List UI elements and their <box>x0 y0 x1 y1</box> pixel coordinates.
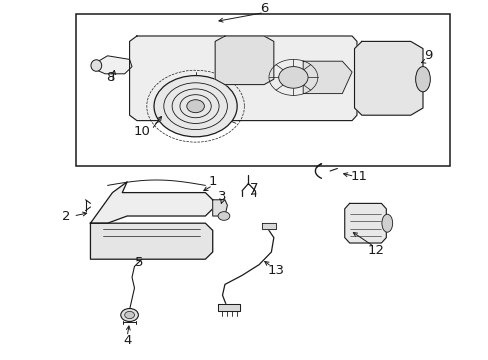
Polygon shape <box>90 223 212 259</box>
Circle shape <box>218 212 229 220</box>
Polygon shape <box>354 41 422 115</box>
Text: 11: 11 <box>350 170 367 183</box>
Circle shape <box>154 76 237 137</box>
Text: 6: 6 <box>259 3 268 15</box>
Text: 2: 2 <box>61 210 70 222</box>
Polygon shape <box>93 56 132 74</box>
Ellipse shape <box>415 67 429 92</box>
Polygon shape <box>212 200 227 216</box>
Circle shape <box>186 100 204 113</box>
Polygon shape <box>90 182 212 223</box>
Text: 4: 4 <box>122 334 131 347</box>
Text: 1: 1 <box>208 175 217 188</box>
Text: 13: 13 <box>267 264 284 276</box>
Polygon shape <box>217 304 239 311</box>
Circle shape <box>124 311 134 319</box>
Text: 7: 7 <box>249 183 258 195</box>
Text: 10: 10 <box>133 125 150 138</box>
Polygon shape <box>303 61 351 94</box>
Text: 5: 5 <box>135 256 143 269</box>
Text: 3: 3 <box>218 190 226 203</box>
Polygon shape <box>129 36 356 121</box>
Text: 8: 8 <box>105 71 114 84</box>
Circle shape <box>278 67 307 88</box>
Text: 12: 12 <box>367 244 384 257</box>
Circle shape <box>121 309 138 321</box>
Polygon shape <box>215 36 273 85</box>
Text: 9: 9 <box>423 49 431 62</box>
Polygon shape <box>344 203 386 243</box>
Polygon shape <box>261 223 276 229</box>
Ellipse shape <box>91 60 102 71</box>
Ellipse shape <box>381 214 392 232</box>
